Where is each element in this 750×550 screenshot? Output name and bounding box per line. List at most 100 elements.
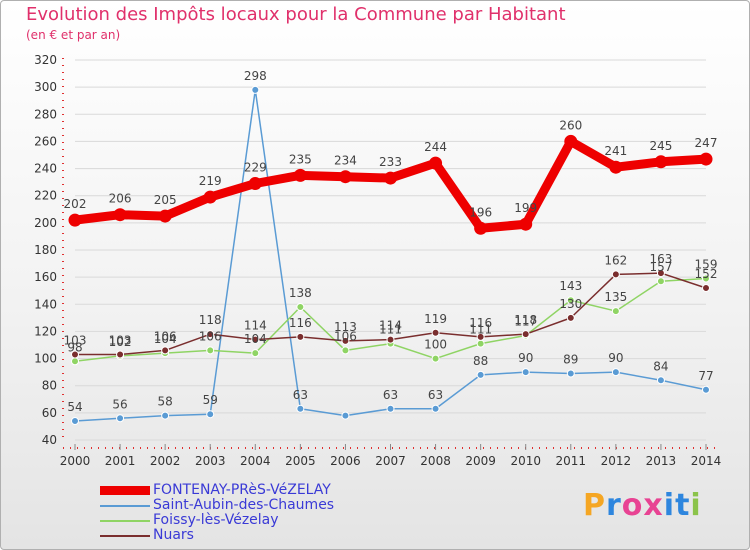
data-point <box>116 350 125 359</box>
data-label: 54 <box>67 400 82 414</box>
data-label: 63 <box>428 388 443 402</box>
legend-label: FONTENAY-PRèS-VéZELAY <box>153 482 331 498</box>
data-point <box>71 417 79 425</box>
data-point <box>68 213 82 227</box>
legend-swatch <box>100 520 150 522</box>
data-label: 106 <box>334 329 357 343</box>
data-point <box>702 284 710 292</box>
data-label: 247 <box>695 136 718 150</box>
logo-letter: x <box>643 488 664 523</box>
x-tick-label: 2008 <box>420 454 451 468</box>
x-tick-label: 2006 <box>330 454 361 468</box>
data-point <box>564 134 578 148</box>
gridlines <box>75 59 706 441</box>
data-point <box>161 411 170 420</box>
data-point <box>384 171 397 185</box>
x-tick-label: 2011 <box>556 454 587 468</box>
data-label: 106 <box>199 329 222 343</box>
logo-letter: i <box>663 488 676 523</box>
data-label: 103 <box>64 334 87 348</box>
y-tick-label: 220 <box>34 189 57 203</box>
data-point <box>474 221 488 235</box>
data-label: 298 <box>244 69 267 83</box>
data-point <box>566 369 575 378</box>
data-point <box>296 332 305 341</box>
data-point <box>656 376 665 385</box>
data-point <box>654 155 668 169</box>
data-label: 159 <box>695 258 718 272</box>
data-point <box>386 335 395 344</box>
data-label: 119 <box>424 312 447 326</box>
data-label: 206 <box>109 192 132 206</box>
data-point <box>206 410 215 419</box>
y-tick-label: 80 <box>42 379 57 393</box>
data-label: 89 <box>563 353 578 367</box>
data-point <box>521 330 530 339</box>
data-label: 90 <box>608 351 623 365</box>
x-tick-label: 2013 <box>646 454 677 468</box>
data-label: 88 <box>473 354 488 368</box>
data-point <box>341 411 350 420</box>
data-label: 244 <box>424 140 447 154</box>
data-point <box>476 370 485 379</box>
data-label: 102 <box>109 335 132 349</box>
x-tick-label: 2009 <box>465 454 496 468</box>
data-label: 143 <box>559 279 582 293</box>
data-label: 58 <box>158 395 173 409</box>
data-label: 199 <box>514 201 537 215</box>
data-point <box>251 85 260 94</box>
data-point <box>611 270 620 279</box>
legend-label: Nuars <box>153 527 194 543</box>
data-point <box>248 177 262 190</box>
data-point <box>251 349 260 358</box>
data-label: 241 <box>604 144 627 158</box>
logo-letter: i <box>690 488 702 523</box>
y-tick-label: 280 <box>34 107 57 121</box>
data-point <box>431 328 440 337</box>
data-point <box>431 354 440 363</box>
data-point <box>699 152 713 166</box>
data-label: 104 <box>244 332 267 346</box>
y-tick-label: 300 <box>34 80 57 94</box>
y-tick-label: 120 <box>34 324 57 338</box>
data-label: 260 <box>559 118 582 132</box>
data-label: 103 <box>109 334 132 348</box>
y-tick-label: 140 <box>34 297 57 311</box>
data-label: 111 <box>379 323 402 337</box>
data-label: 77 <box>698 369 713 383</box>
data-label: 219 <box>199 174 222 188</box>
data-point <box>206 330 215 339</box>
y-tick-label: 180 <box>34 243 57 257</box>
x-tick-label: 2007 <box>375 454 406 468</box>
x-axis-ticks: 2000 2001 2002 2003 2004 2005 2006 2007 2008 2009… <box>60 444 721 468</box>
data-label: 233 <box>379 155 402 169</box>
data-label: 56 <box>112 397 127 411</box>
data-label: 63 <box>383 388 398 402</box>
logo-letter: P <box>583 488 606 523</box>
data-label: 84 <box>653 359 668 373</box>
data-point <box>611 368 620 377</box>
data-label: 114 <box>244 319 267 333</box>
data-label: 106 <box>154 329 177 343</box>
y-tick-label: 240 <box>34 162 57 176</box>
data-label: 234 <box>334 154 357 168</box>
series-group <box>68 85 713 425</box>
x-tick-label: 2000 <box>60 454 91 468</box>
x-tick-label: 2012 <box>601 454 632 468</box>
data-point <box>566 313 575 322</box>
y-tick-label: 320 <box>34 53 57 67</box>
data-point <box>296 303 305 311</box>
data-label: 98 <box>67 340 82 354</box>
data-point <box>203 190 217 204</box>
data-label: 196 <box>469 205 492 219</box>
x-tick-label: 2002 <box>150 454 181 468</box>
chart-subtitle: (en € et par an) <box>26 28 121 42</box>
data-point <box>293 168 307 182</box>
data-point <box>521 368 530 377</box>
data-point <box>206 346 215 355</box>
data-label: 116 <box>469 316 492 330</box>
data-label: 152 <box>695 267 718 281</box>
data-label: 114 <box>379 319 402 333</box>
data-label: 157 <box>649 260 672 274</box>
logo-letter: o <box>621 488 644 523</box>
